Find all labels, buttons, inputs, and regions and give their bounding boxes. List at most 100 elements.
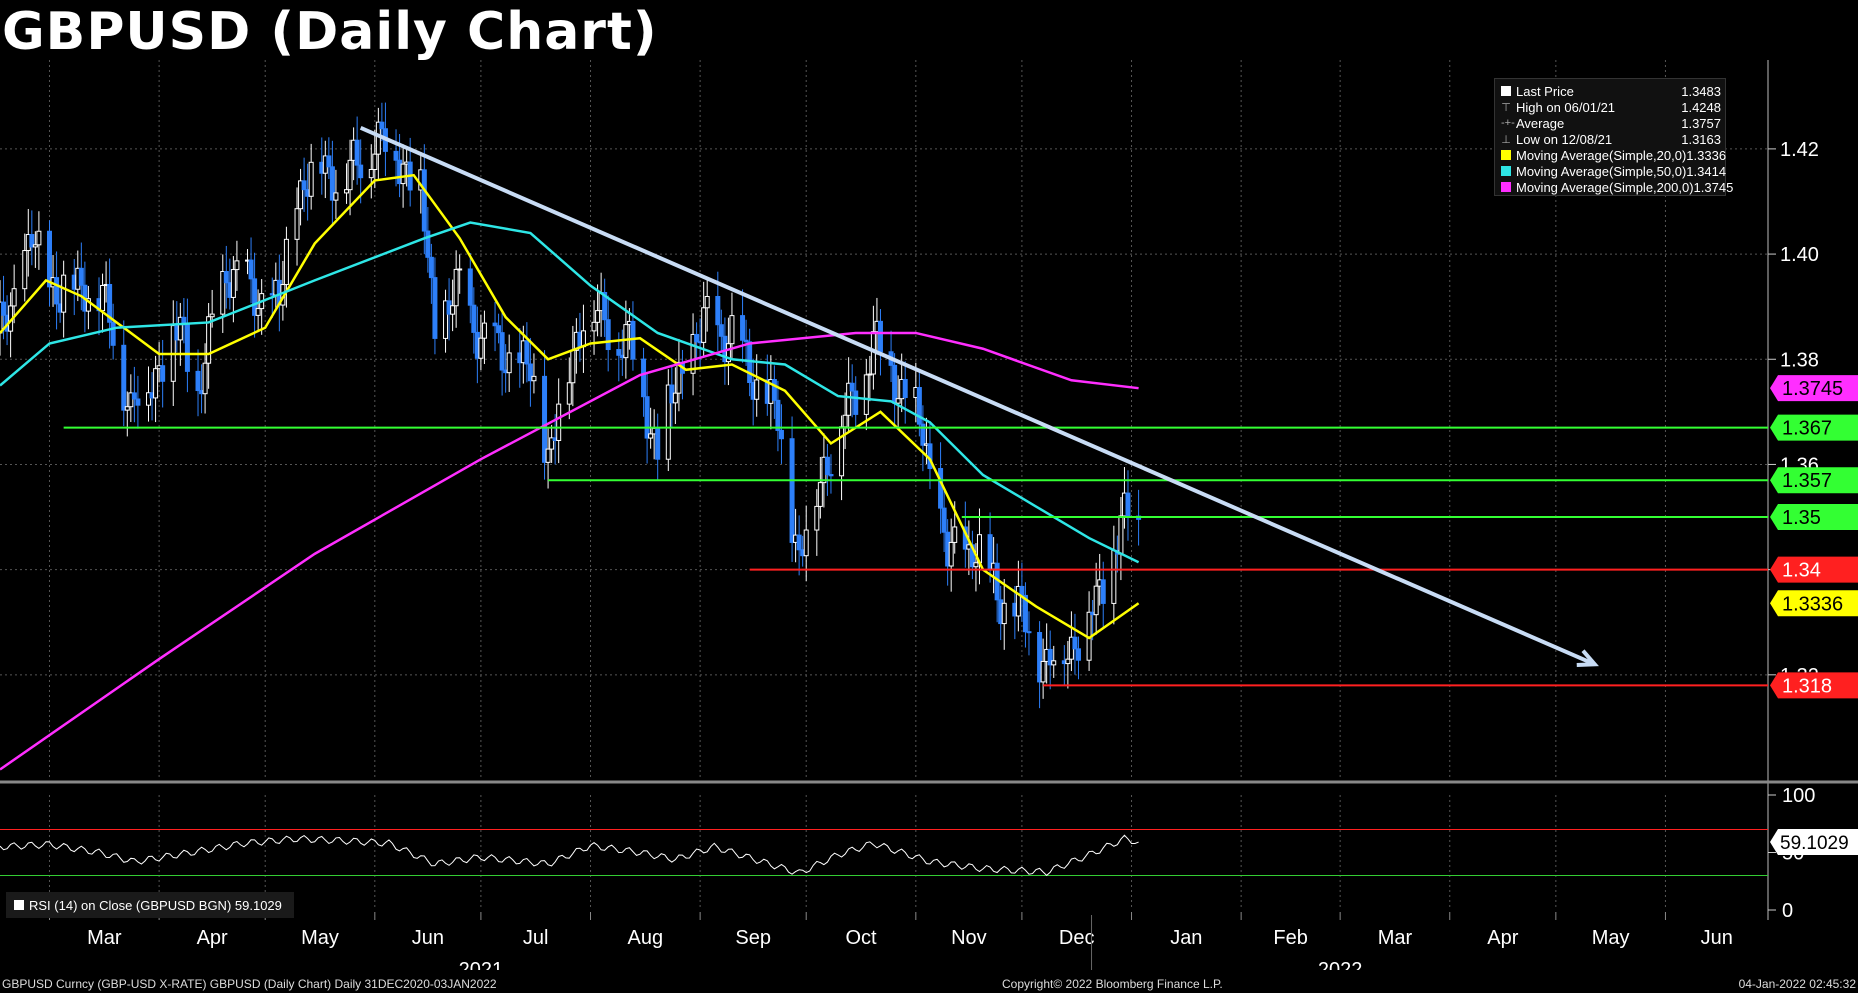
level-tag: 1.34 [1782, 560, 1821, 582]
level-tag-bg [1770, 672, 1858, 699]
candle-body [248, 259, 254, 280]
candle-body [379, 121, 385, 130]
candle-body [453, 268, 459, 307]
legend-ma20: Moving Average(Simple,20,0) 1.3336 [1501, 147, 1726, 163]
candle-body [916, 387, 922, 425]
moving-average-line [0, 221, 1140, 564]
level-tag: 1.35 [1782, 507, 1821, 529]
candle-body [545, 448, 551, 463]
candle-body [676, 361, 682, 394]
x-tick-label: May [301, 927, 339, 949]
candle-body [252, 278, 258, 316]
candle-body [789, 438, 795, 543]
level-tag-bg [1770, 467, 1858, 494]
candle-body [160, 365, 166, 382]
rsi-y-tick-label: 0 [1782, 900, 1793, 922]
x-tick-label: Dec [1059, 927, 1095, 949]
candle-body [549, 437, 555, 450]
candle-body [531, 375, 537, 382]
candle-body [100, 285, 106, 312]
legend-swatch [1501, 86, 1511, 96]
rsi-value-tag-bg [1770, 829, 1858, 856]
x-tick-label: May [1592, 927, 1630, 949]
high-marker-icon: ⊤ [1501, 101, 1511, 114]
legend-ma50: Moving Average(Simple,50,0) 1.3414 [1501, 163, 1726, 179]
candle-body [1047, 648, 1053, 666]
footer-copyright: Copyright© 2022 Bloomberg Finance L.P. [1002, 977, 1223, 991]
candle-body [110, 321, 116, 346]
candle-body [131, 392, 137, 400]
candle-body [223, 270, 229, 284]
candle-body [725, 343, 731, 363]
candle-body [853, 390, 859, 415]
candle-body [124, 406, 130, 411]
level-tag: 1.357 [1782, 470, 1832, 492]
legend-swatch [1501, 166, 1511, 176]
candle-body [803, 529, 809, 557]
candle-body [202, 362, 208, 395]
candle-body [1093, 585, 1099, 616]
candle-body [354, 139, 360, 166]
x-tick-label: Aug [628, 927, 664, 949]
candle-body [973, 562, 979, 568]
x-tick-label: Apr [1487, 927, 1518, 949]
candle-body [1015, 585, 1021, 617]
candle-body [1022, 594, 1028, 633]
candle-body [255, 308, 261, 316]
x-tick-label: Jan [1170, 927, 1202, 949]
candle-body [47, 230, 53, 288]
x-tick-label: Nov [951, 927, 987, 949]
moving-average-line [0, 173, 1140, 640]
candle-body [400, 163, 406, 185]
legend-average: -+- Average 1.3757 [1501, 115, 1721, 131]
candle-body [22, 250, 28, 290]
candle-body [644, 396, 650, 439]
candle-body [556, 403, 562, 441]
level-tag-bg [1770, 556, 1858, 583]
candle-body [542, 375, 548, 463]
candle-body [283, 238, 289, 286]
candle-body [527, 363, 533, 382]
candle-body [828, 474, 834, 477]
legend-swatch [14, 900, 24, 910]
candlestick-series [0, 102, 1142, 709]
candle-body [11, 288, 17, 307]
candle-body [849, 382, 855, 392]
candle-body [824, 456, 830, 476]
candle-body [616, 349, 622, 356]
y-tick-label: 1.42 [1780, 139, 1819, 161]
candle-body [1111, 549, 1117, 604]
candle-body [478, 337, 484, 359]
x-tick-label: Mar [87, 927, 122, 949]
value-tag-bg [1770, 590, 1858, 617]
candle-body [591, 321, 597, 332]
candle-body [78, 267, 84, 286]
trendline [359, 126, 1596, 667]
candle-body [294, 208, 300, 240]
level-tag-bg [1770, 504, 1858, 531]
candle-body [230, 269, 236, 298]
candle-body [754, 379, 760, 400]
candle-body [775, 399, 781, 431]
x-tick-label: Feb [1273, 927, 1307, 949]
candle-body [298, 180, 304, 210]
candle-body [481, 322, 487, 339]
candle-body [701, 307, 707, 343]
candle-body [1040, 660, 1046, 683]
legend-swatch [1501, 182, 1511, 192]
candle-body [842, 414, 848, 428]
level-tag: 1.318 [1782, 675, 1832, 697]
candle-body [506, 352, 512, 374]
candle-body [715, 295, 721, 326]
candle-body [1100, 579, 1106, 604]
y-tick-label: 1.38 [1780, 349, 1819, 371]
candle-body [740, 315, 746, 341]
candle-body [1019, 585, 1025, 596]
legend-last-price: Last Price 1.3483 [1501, 83, 1721, 99]
y-tick-label: 1.40 [1780, 244, 1819, 266]
level-tag-bg [1770, 414, 1858, 441]
candle-body [892, 364, 898, 404]
candle-body [655, 427, 661, 460]
candle-body [0, 301, 3, 334]
candle-body [333, 192, 339, 201]
